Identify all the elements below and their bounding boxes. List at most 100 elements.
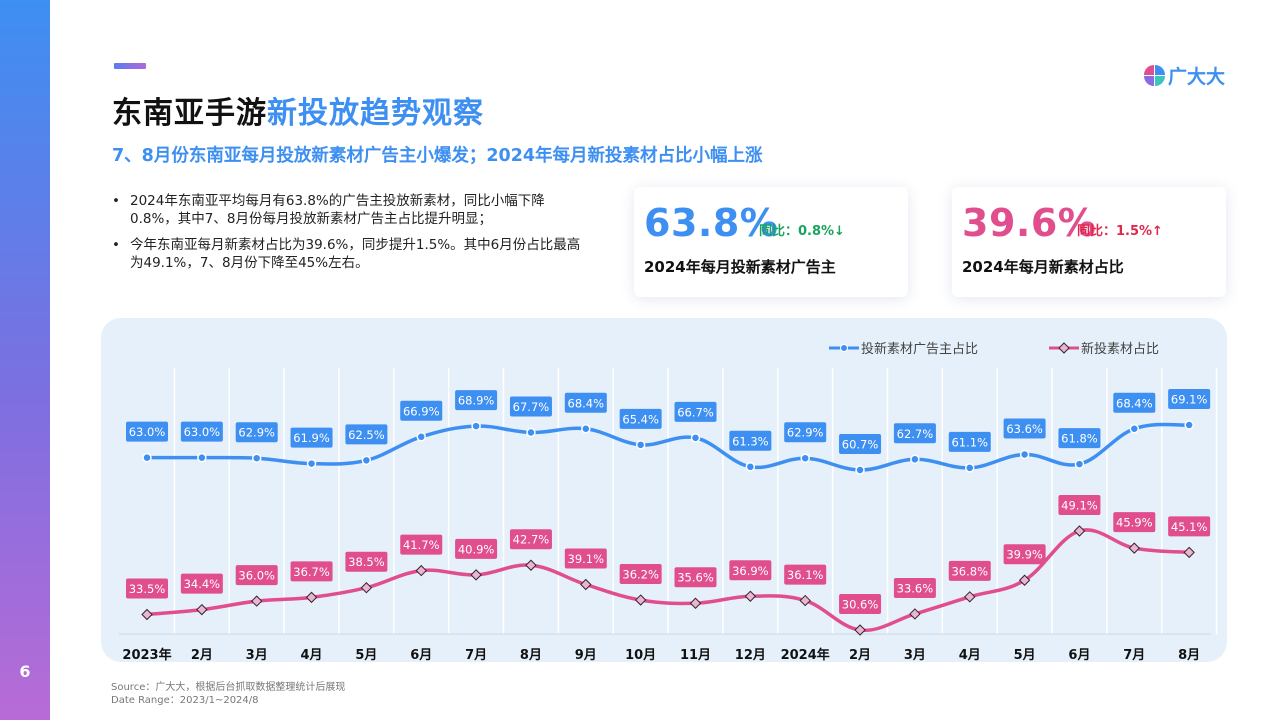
data-point xyxy=(634,594,647,606)
x-tick-label: 9月 xyxy=(575,648,597,662)
data-point xyxy=(196,603,208,616)
data-point xyxy=(745,462,756,472)
title-prefix: 东南亚手游 xyxy=(112,96,267,131)
chart-panel: 投新素材广告主占比 新投素材占比 63.0% 63.0% 62.9% 61.9% 62.5%… xyxy=(101,318,1227,663)
data-label-bg xyxy=(180,421,223,442)
data-label: 36.0% xyxy=(238,569,275,583)
legend-marker xyxy=(1058,342,1070,354)
page-number: 6 xyxy=(19,662,31,681)
data-point xyxy=(142,452,152,463)
data-label: 36.7% xyxy=(293,565,330,579)
x-tick-label: 6月 xyxy=(1068,648,1090,662)
data-label-bg xyxy=(235,565,278,586)
data-label-bg xyxy=(619,408,662,429)
data-label: 33.6% xyxy=(897,581,934,595)
x-tick-label: 4月 xyxy=(959,648,981,662)
source-line: Source：广大大，根据后台抓取数据整理统计后展现 xyxy=(111,682,346,693)
data-label: 66.7% xyxy=(677,405,714,419)
data-label: 62.7% xyxy=(897,427,934,441)
logo-text: 广大大 xyxy=(1168,66,1226,88)
data-label-bg xyxy=(729,560,772,581)
data-label: 39.9% xyxy=(1006,548,1043,562)
x-tick-label: 8月 xyxy=(1178,648,1200,662)
x-tick-label: 5月 xyxy=(355,648,377,662)
kpi-yoy-change: 同比：0.8%↓ xyxy=(759,224,845,239)
data-label-bg xyxy=(1168,389,1211,409)
data-point xyxy=(635,440,646,450)
data-label: 34.4% xyxy=(184,577,221,591)
data-label: 63.0% xyxy=(129,425,166,439)
data-point xyxy=(1018,574,1031,586)
data-label: 45.9% xyxy=(1116,516,1153,530)
data-label: 45.1% xyxy=(1171,520,1208,534)
data-label: 60.7% xyxy=(842,438,879,452)
data-label-bg xyxy=(509,529,552,550)
data-label: 69.1% xyxy=(1171,393,1208,407)
x-tick-label: 4月 xyxy=(301,648,323,662)
data-point xyxy=(800,453,810,463)
data-label: 62.5% xyxy=(348,428,385,442)
date-range-line: Date Range：2023/1~2024/8 xyxy=(111,695,259,706)
data-label: 61.8% xyxy=(1061,432,1098,446)
data-point xyxy=(197,452,207,463)
legend-label: 新投素材占比 xyxy=(1081,341,1159,357)
data-label-bg xyxy=(126,578,168,599)
data-label-bg xyxy=(839,594,882,614)
data-label-bg xyxy=(1058,495,1101,515)
data-label: 42.7% xyxy=(513,533,550,547)
data-point xyxy=(525,559,537,571)
data-point xyxy=(306,458,317,469)
x-tick-label: 7月 xyxy=(465,648,487,662)
data-point xyxy=(909,608,921,620)
data-label-bg xyxy=(729,430,772,451)
x-tick-label: 7月 xyxy=(1123,648,1145,662)
data-label: 68.4% xyxy=(1116,396,1153,410)
kpi-value: 39.6% xyxy=(962,201,1097,245)
data-label-bg xyxy=(455,390,498,411)
data-label: 40.9% xyxy=(458,542,495,556)
data-point xyxy=(965,463,975,473)
data-label-bg xyxy=(784,564,827,585)
data-label-bg xyxy=(290,427,333,448)
data-label: 62.9% xyxy=(787,426,824,440)
data-label-bg xyxy=(1003,544,1046,565)
kpi-label: 2024年每月新素材占比 xyxy=(962,258,1124,276)
data-point xyxy=(690,433,701,443)
x-tick-label: 11月 xyxy=(680,648,711,662)
data-point xyxy=(1073,525,1086,537)
data-point xyxy=(416,432,426,442)
data-label: 36.8% xyxy=(951,564,988,578)
data-point xyxy=(744,590,757,602)
insight-bullet: 今年东南亚每月新素材占比为39.6%，同步提升1.5%。其中6月份占比最高为49… xyxy=(112,236,592,272)
data-label-bg xyxy=(784,422,827,443)
data-label: 38.5% xyxy=(348,555,385,569)
data-label: 68.9% xyxy=(458,394,495,408)
data-label: 68.4% xyxy=(568,396,605,410)
data-point xyxy=(361,455,372,466)
data-label-bg xyxy=(1058,428,1101,449)
data-label-bg xyxy=(180,573,223,594)
data-label-bg xyxy=(290,561,333,582)
data-label: 61.9% xyxy=(293,431,330,445)
data-label-bg xyxy=(235,422,278,443)
data-label: 63.0% xyxy=(184,425,221,439)
brand-logo: 广大大 xyxy=(1144,62,1225,89)
data-point xyxy=(580,578,592,591)
x-tick-label: 3月 xyxy=(904,648,926,662)
title-accent-line xyxy=(114,63,146,69)
data-point xyxy=(250,595,263,607)
kpi-card-advertisers: 63.8% 同比：0.8%↓ 2024年每月投新素材广告主 xyxy=(634,187,908,297)
x-tick-label: 6月 xyxy=(410,648,432,662)
data-label-bg xyxy=(893,577,936,598)
logo-icon xyxy=(1144,65,1165,86)
data-label-bg xyxy=(564,392,607,413)
legend-marker xyxy=(840,344,848,352)
data-label: 61.1% xyxy=(951,435,988,449)
kpi-label: 2024年每月投新素材广告主 xyxy=(644,258,836,276)
x-tick-label: 2024年 xyxy=(781,647,830,662)
data-point xyxy=(1128,542,1141,554)
data-label-bg xyxy=(345,551,388,572)
data-label: 49.1% xyxy=(1061,499,1098,513)
x-tick-label: 2023年 xyxy=(122,647,171,662)
data-label: 41.7% xyxy=(403,538,440,552)
